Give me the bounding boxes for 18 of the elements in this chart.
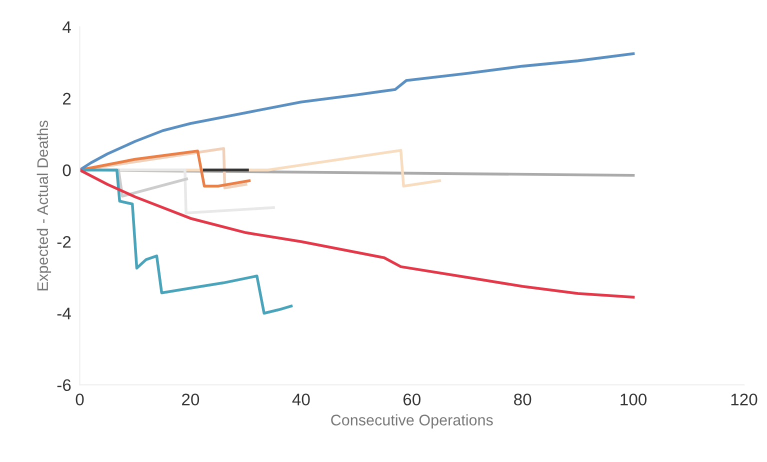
line-series xyxy=(80,52,635,172)
y-axis-title: Expected - Actual Deaths xyxy=(36,120,52,290)
y-tick-label: 2 xyxy=(63,92,71,104)
x-axis-title: Consecutive Operations xyxy=(331,414,493,429)
x-tick-label: 120 xyxy=(731,394,758,406)
line-series xyxy=(80,168,635,299)
y-tick-label: -4 xyxy=(57,308,71,320)
y-tick-label: 4 xyxy=(62,21,71,33)
y-tick-label: -6 xyxy=(57,379,71,392)
y-tick-label: 0 xyxy=(62,164,71,176)
x-tick-label: 80 xyxy=(514,394,532,406)
x-tick-label: 20 xyxy=(182,394,200,406)
x-tick-label: 60 xyxy=(403,394,420,406)
x-tick-label: 100 xyxy=(620,394,647,406)
y-tick-label: -2 xyxy=(57,236,71,248)
line-series xyxy=(80,168,293,315)
x-tick-label: 40 xyxy=(292,394,310,406)
x-tick-label: 0 xyxy=(76,394,84,406)
